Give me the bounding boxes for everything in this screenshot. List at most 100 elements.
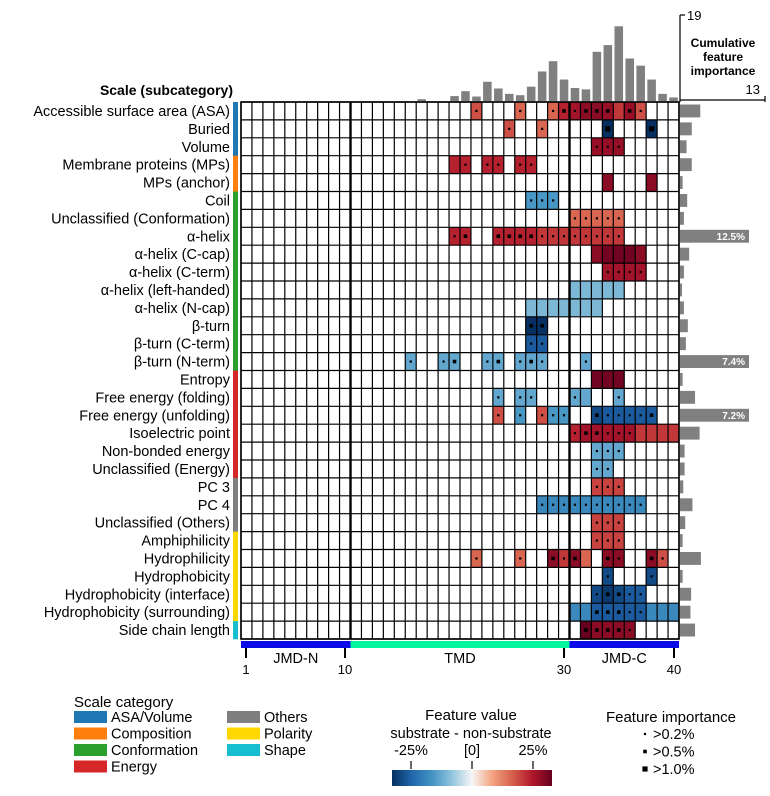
importance-marker <box>595 485 598 488</box>
row-importance-bar <box>680 104 701 118</box>
importance-marker <box>508 127 511 130</box>
importance-marker <box>628 270 631 274</box>
importance-marker <box>530 396 533 399</box>
importance-marker <box>606 217 609 220</box>
importance-marker <box>541 127 544 130</box>
cumulative-bar <box>559 79 569 101</box>
importance-marker <box>519 557 522 560</box>
category-strip <box>233 298 238 318</box>
category-strip <box>233 406 238 425</box>
category-strip <box>233 460 238 479</box>
importance-marker <box>639 414 642 417</box>
importance-marker <box>573 556 577 561</box>
colorbar-tick-label: [0] <box>464 743 480 759</box>
importance-marker <box>541 342 544 345</box>
category-strip <box>233 495 238 514</box>
importance-marker <box>628 503 631 506</box>
importance-marker <box>584 431 588 435</box>
heatmap-cell <box>591 281 603 299</box>
importance-marker <box>496 234 501 239</box>
heatmap-cell <box>580 388 592 407</box>
importance-marker <box>551 199 555 202</box>
heatmap-cell <box>591 370 603 389</box>
row-importance-bar <box>680 122 692 136</box>
importance-marker <box>595 109 599 113</box>
cumulative-bar <box>636 65 645 101</box>
category-legend-label: Polarity <box>264 727 313 743</box>
category-strip <box>233 388 238 407</box>
heatmap-cell <box>525 298 537 317</box>
heatmap-cell <box>602 370 614 389</box>
heatmap-cell <box>646 603 658 622</box>
category-strip <box>233 585 238 604</box>
heatmap-cell <box>591 245 603 264</box>
importance-marker <box>617 449 620 453</box>
category-strip <box>233 209 238 228</box>
importance-marker <box>628 628 631 632</box>
importance-marker <box>551 503 555 506</box>
importance-marker <box>519 396 522 399</box>
importance-legend-label: >0.2% <box>653 727 695 743</box>
category-swatch <box>227 711 260 723</box>
heatmap-cell <box>591 298 603 317</box>
position-tick-label: 1 <box>242 662 249 677</box>
importance-marker <box>595 413 599 418</box>
row-importance-bar <box>680 534 683 547</box>
cumulative-bar <box>417 99 426 101</box>
importance-marker <box>606 270 609 274</box>
importance-marker <box>639 109 642 113</box>
category-strip <box>233 263 238 282</box>
row-label: α-helix (N-cap) <box>135 301 230 317</box>
category-strip <box>233 137 238 156</box>
importance-marker <box>649 413 654 418</box>
row-label: Free energy (unfolding) <box>79 408 230 424</box>
importance-marker <box>639 503 642 506</box>
importance-marker <box>573 217 577 220</box>
region-bar-jmd-c <box>569 641 679 648</box>
importance-marker <box>530 163 533 166</box>
row-label: Unclassified (Energy) <box>92 462 230 478</box>
row-label: Unclassified (Others) <box>95 516 230 532</box>
heatmap-cell <box>613 102 625 120</box>
cumulative-bar <box>658 93 667 101</box>
importance-marker <box>617 145 620 148</box>
importance-marker <box>573 396 577 399</box>
importance-legend-marker <box>643 732 647 736</box>
importance-marker <box>639 270 642 274</box>
importance-marker <box>606 235 609 238</box>
heatmap-cell <box>580 298 592 317</box>
importance-marker <box>584 360 588 363</box>
cumulative-bar <box>450 96 459 101</box>
row-importance-label: 12.5% <box>717 232 745 243</box>
heatmap-cell <box>657 424 669 443</box>
importance-marker <box>606 145 609 148</box>
importance-marker <box>617 539 620 542</box>
importance-marker <box>530 199 533 202</box>
heatmap-cell <box>602 245 614 264</box>
heatmap-gridlines <box>240 101 680 640</box>
row-label: Side chain length <box>119 623 230 639</box>
heatmap-cell <box>558 298 570 317</box>
heatmap-cell <box>646 424 658 443</box>
colorbar-tick-label: -25% <box>394 743 428 759</box>
heatmap-cell <box>635 245 647 264</box>
row-importance-bar <box>680 444 685 458</box>
row-axis-title: Scale (subcategory) <box>100 82 233 98</box>
category-strip <box>233 424 238 443</box>
importance-marker <box>595 610 599 614</box>
position-tick-label: 40 <box>667 662 681 677</box>
side-axis-max: 13 <box>746 82 760 97</box>
importance-marker <box>606 539 609 542</box>
importance-marker <box>486 163 489 166</box>
importance-marker <box>661 557 664 560</box>
importance-marker <box>606 432 609 435</box>
category-legend-label: Others <box>264 710 308 726</box>
row-importance-bar <box>680 265 684 279</box>
row-importance-bar <box>680 319 688 333</box>
category-swatch <box>74 760 107 773</box>
importance-marker <box>617 235 620 238</box>
row-label: Isoelectric point <box>129 426 230 442</box>
importance-marker <box>617 396 620 399</box>
heatmap-cell <box>602 281 614 299</box>
colorbar-title: Feature value <box>425 707 517 724</box>
